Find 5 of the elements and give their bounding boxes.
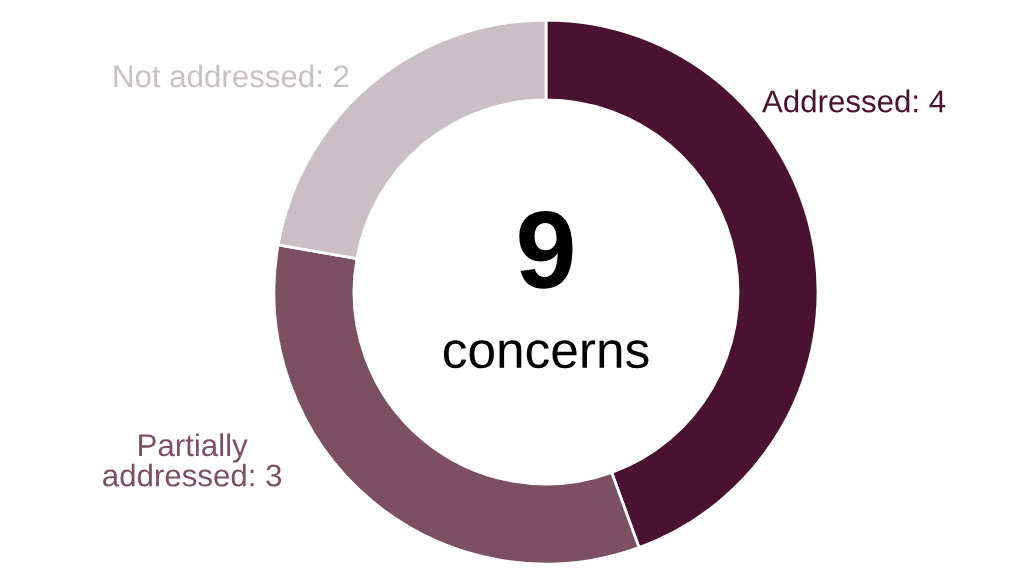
- text: 9: [519, 211, 573, 289]
- slice-label: Not addressed: 2: [114, 64, 349, 88]
- text: concerns: [443, 340, 649, 369]
- slice-label: Addressed: 4: [762, 89, 946, 113]
- slice-label: Partially addressed: 3: [103, 433, 282, 487]
